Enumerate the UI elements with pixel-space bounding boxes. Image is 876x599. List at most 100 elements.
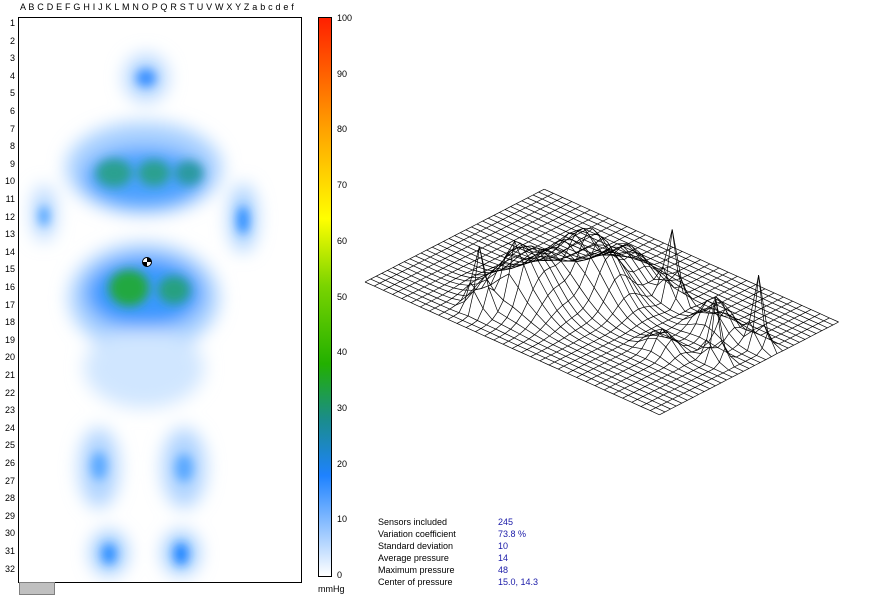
row-number: 19 xyxy=(4,334,15,345)
row-number: 22 xyxy=(4,387,15,398)
mesh-line xyxy=(401,205,582,299)
pressure-map-canvas xyxy=(32,54,257,575)
mesh-line xyxy=(576,284,756,378)
row-number: 32 xyxy=(4,563,15,574)
mesh-line xyxy=(539,265,720,362)
mesh-line xyxy=(613,300,793,395)
mesh-line xyxy=(374,192,554,287)
row-number: 6 xyxy=(9,106,15,116)
row-number: 20 xyxy=(4,352,15,363)
pressure-3d-mesh[interactable] xyxy=(360,170,870,520)
row-number: 17 xyxy=(4,299,15,310)
row-number: 13 xyxy=(4,229,15,240)
row-number: 23 xyxy=(4,405,15,416)
mesh-line xyxy=(544,188,839,323)
stat-value: 73.8 % xyxy=(498,529,527,539)
color-scale-tick: 70 xyxy=(337,180,348,191)
mesh-line xyxy=(364,188,545,283)
row-number: 15 xyxy=(4,264,15,275)
stat-row: Standard deviation 10 xyxy=(378,540,538,552)
stat-value: 245 xyxy=(498,517,514,527)
mesh-line xyxy=(454,227,750,369)
stat-row: Maximum pressure 48 xyxy=(378,564,538,576)
mesh-line xyxy=(622,305,802,399)
column-letters: A B C D E F G H I J K L M N O P Q R S T … xyxy=(20,2,295,12)
row-number: 29 xyxy=(4,510,15,521)
stat-value: 10 xyxy=(498,541,509,551)
color-scale-tick: 100 xyxy=(337,13,353,23)
row-number: 25 xyxy=(4,440,15,451)
mesh-line xyxy=(604,296,784,391)
mesh-line xyxy=(631,298,812,403)
stat-value: 14 xyxy=(498,553,509,563)
row-number: 31 xyxy=(4,546,15,556)
mesh-line xyxy=(650,317,830,411)
stat-label: Sensors included xyxy=(378,517,448,527)
scroll-tab[interactable] xyxy=(19,582,55,595)
color-scale-tick: 10 xyxy=(337,514,348,525)
color-scale-tick: 40 xyxy=(337,347,348,358)
color-scale-tick: 30 xyxy=(337,402,348,413)
center-of-pressure-marker xyxy=(142,257,152,267)
color-scale-tick: 90 xyxy=(337,68,348,79)
stat-label: Average pressure xyxy=(378,553,449,563)
mesh-line xyxy=(594,292,775,387)
color-scale-tick: 20 xyxy=(337,458,348,469)
mesh-line xyxy=(585,288,766,382)
row-number: 10 xyxy=(4,176,15,187)
stat-label: Standard deviation xyxy=(378,541,454,551)
row-number: 24 xyxy=(4,422,15,433)
row-number: 11 xyxy=(5,194,15,204)
row-number: 26 xyxy=(4,458,15,468)
stat-row: Center of pressure 15.0, 14.3 xyxy=(378,576,538,588)
stat-label: Maximum pressure xyxy=(378,565,455,575)
mesh-line xyxy=(409,242,705,392)
color-scale-tick: 60 xyxy=(337,235,348,246)
stat-value: 15.0, 14.3 xyxy=(498,577,539,587)
mesh-line xyxy=(392,201,572,295)
mesh-line xyxy=(659,321,839,416)
stat-row: Sensors included 245 xyxy=(378,516,538,528)
row-number: 27 xyxy=(4,475,15,486)
row-number: 14 xyxy=(4,246,15,257)
mesh-line xyxy=(502,228,683,345)
mesh-line xyxy=(429,217,609,312)
row-number: 3 xyxy=(9,53,15,64)
row-number: 8 xyxy=(9,141,15,152)
row-number: 12 xyxy=(4,211,15,222)
mesh-line xyxy=(512,236,692,349)
row-number: 4 xyxy=(9,70,15,81)
mesh-line xyxy=(432,246,727,381)
color-scale-tick: 80 xyxy=(337,124,348,135)
mesh-line xyxy=(381,272,677,407)
mesh-line xyxy=(516,203,811,337)
mesh-line xyxy=(475,238,655,333)
mesh-line xyxy=(558,275,738,370)
mesh-line xyxy=(398,264,694,398)
row-number: 28 xyxy=(4,493,15,504)
mesh-line xyxy=(456,230,637,324)
mesh-line xyxy=(410,209,591,304)
row-number: 1 xyxy=(9,18,15,28)
color-scale-bar xyxy=(318,17,332,577)
row-number: 21 xyxy=(4,370,15,380)
mesh-line xyxy=(484,233,664,337)
pressure-map[interactable] xyxy=(18,17,302,583)
stat-value: 48 xyxy=(498,565,509,575)
mesh-line xyxy=(567,280,747,374)
color-scale-unit: mmHg xyxy=(318,584,345,594)
statistics-panel: Sensors included 245 Variation coefficient… xyxy=(378,516,538,588)
color-scale-tick: 0 xyxy=(337,570,343,580)
mesh-line xyxy=(383,197,563,291)
row-number: 16 xyxy=(4,282,15,292)
stat-label: Variation coefficient xyxy=(378,529,456,539)
mesh-line xyxy=(420,213,600,308)
mesh-line xyxy=(392,267,688,401)
row-number: 9 xyxy=(9,158,15,169)
stat-row: Variation coefficient 73.8 % xyxy=(378,528,538,540)
row-number: 2 xyxy=(9,35,15,46)
color-scale-tick: 50 xyxy=(337,291,348,302)
mesh-line xyxy=(640,275,821,407)
row-number: 5 xyxy=(9,88,15,99)
stat-row: Average pressure 14 xyxy=(378,552,538,564)
